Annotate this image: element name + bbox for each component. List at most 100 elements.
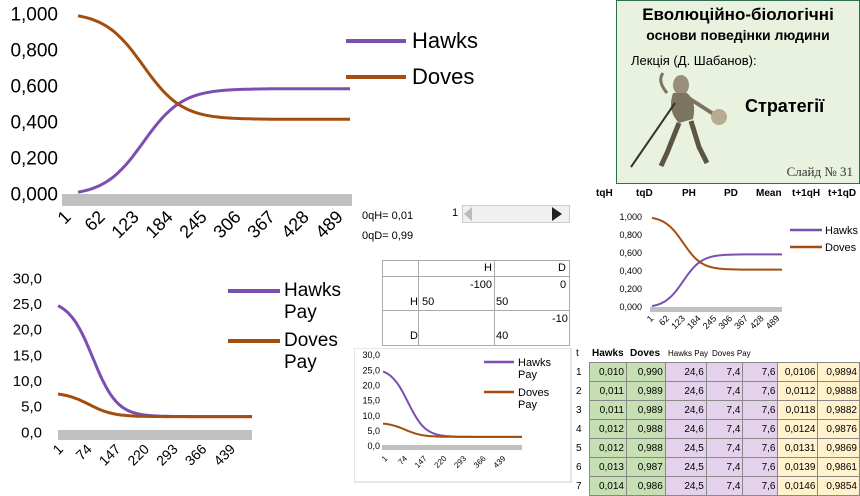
th-hawks: Hawks [592,348,624,359]
th-t: t [576,348,579,359]
y-tick-label: 0,000 [619,302,642,312]
payoff-hd-top: 0 [560,279,567,291]
small-pay-legend-doves-2: Pay [518,399,537,411]
y-tick-label: 10,0 [13,373,42,390]
table-cell: 5 [574,438,590,458]
y-tick-label: 0,000 [10,185,58,206]
slider-right-arrow[interactable] [552,207,562,221]
small-doves-pay-line [382,422,522,438]
table-row: 5 0,012 0,988 24,5 7,4 7,6 0,0131 0,9869 [574,438,860,458]
table-cell: 0,9894 [817,362,860,382]
x-tick-label: 1 [49,441,66,458]
small-pay-legend-hawks-2: Pay [518,369,537,381]
table-cell: 0,9861 [817,457,860,477]
table-cell: 0,989 [625,381,666,401]
table-cell: 24,5 [664,438,707,458]
param-qd: 0qD= 0,99 [362,230,414,242]
small-hawks-line [651,253,782,308]
title-box: Еволюційно-біологічні основи поведінки л… [616,0,860,184]
param-qh: 0qH= 0,01 [362,210,414,222]
table-cell: 0,0146 [777,476,819,496]
table-cell: 0,9854 [817,476,860,496]
table-cell: 0,9869 [817,438,860,458]
x-tick-label: 123 [669,313,687,331]
pay-chart: 30,0 25,0 20,0 15,0 10,0 5,0 0,0 1 74 147 220 293 3… [13,270,252,469]
title-line1: Еволюційно-біологічні [642,5,834,24]
table-cell: 0,012 [588,419,627,439]
table-cell: 0,990 [625,362,666,382]
header-next-qh: t+1qH [792,188,821,199]
data-table: t Hawks Doves Hawks Pay Doves Pay 1 0,010… [574,346,860,496]
y-tick-label: 10,0 [362,411,380,421]
x-tick-label: 367 [243,207,278,242]
legend-hawks-swatch [346,39,406,43]
small-legend-hawks: Hawks [825,225,859,237]
payoff-dd-top: -10 [552,313,568,325]
table-cell: 7,4 [705,457,744,477]
doves-line [77,14,350,121]
x-tick-label: 184 [685,313,703,331]
payoff-col-d: D [558,262,566,274]
payoff-matrix: H D -100 0 H 50 50 -10 D 40 [382,260,570,346]
data-grid: 1 0,010 0,990 24,6 7,4 7,6 0,0106 0,9894 2 0,011 0… [574,362,860,496]
slider-left-arrow[interactable] [464,207,472,221]
table-cell: 0,0139 [777,457,819,477]
payoff-row-d: D [410,330,418,342]
small-x-band [650,307,782,312]
table-cell: 7,6 [742,419,779,439]
small-pay-legend-hawks-1: Hawks [518,357,552,369]
table-cell: 0,010 [588,362,627,382]
table-cell: 3 [574,400,590,420]
y-tick-label: 0,200 [10,149,58,170]
table-cell: 7,6 [742,457,779,477]
table-cell: 7,4 [705,400,744,420]
table-row: 6 0,013 0,987 24,5 7,4 7,6 0,0139 0,9861 [574,457,860,477]
table-row: 4 0,012 0,988 24,6 7,4 7,6 0,0124 0,9876 [574,419,860,439]
pay-legend-doves-swatch [228,339,280,343]
x-tick-label: 245 [701,313,719,331]
y-tick-label: 0,0 [367,441,380,451]
table-cell: 7,6 [742,381,779,401]
table-cell: 7,4 [705,476,744,496]
header-tqh: tqH [596,188,613,199]
payoff-row-h: H [410,296,418,308]
y-tick-label: 0,600 [619,248,642,258]
hiker-illustration [630,72,727,168]
payoff-dd-bottom: 40 [496,330,509,342]
x-tick-label: 147 [96,441,124,469]
y-tick-label: 30,0 [13,270,42,287]
y-tick-label: 0,200 [619,284,642,294]
table-cell: 7,6 [742,400,779,420]
table-cell: 0,0131 [777,438,819,458]
x-tick-label: 428 [748,313,766,331]
table-cell: 0,9876 [817,419,860,439]
small-chart: 1,000 0,800 0,600 0,400 0,200 0,000 1 62123184… [619,212,859,331]
table-cell: 24,6 [664,400,707,420]
th-doves-pay: Doves Pay [712,349,751,358]
slider-value: 1 [452,207,459,219]
table-cell: 0,9888 [817,381,860,401]
legend-hawks-label: Hawks [412,28,479,53]
table-row: 1 0,010 0,990 24,6 7,4 7,6 0,0106 0,9894 [574,362,860,382]
x-tick-label: 184 [141,207,176,242]
table-cell: 24,6 [664,362,707,382]
table-cell: 0,011 [588,381,627,401]
y-tick-label: 30,0 [362,350,380,360]
header-next-qd: t+1qD [828,188,857,199]
table-cell: 0,012 [588,438,627,458]
x-tick-label: 367 [732,313,750,331]
pay-legend-doves: Doves Pay [284,330,338,373]
pay-legend-hawks: Hawks Pay [284,280,342,323]
small-pay-legend-doves-1: Doves [518,387,550,399]
table-cell: 6 [574,457,590,477]
x-tick-label: 306 [716,313,734,331]
scroll-slider[interactable]: 1 [452,203,572,225]
y-tick-label: 0,0 [21,424,42,441]
legend-doves-swatch [346,75,406,79]
y-tick-label: 0,600 [10,77,58,98]
y-tick-label: 20,0 [362,380,380,390]
y-tick-label: 25,0 [362,365,380,375]
table-cell: 4 [574,419,590,439]
lecture-author: Лекція (Д. Шабанов): [631,53,757,68]
slider-track[interactable] [462,205,570,223]
